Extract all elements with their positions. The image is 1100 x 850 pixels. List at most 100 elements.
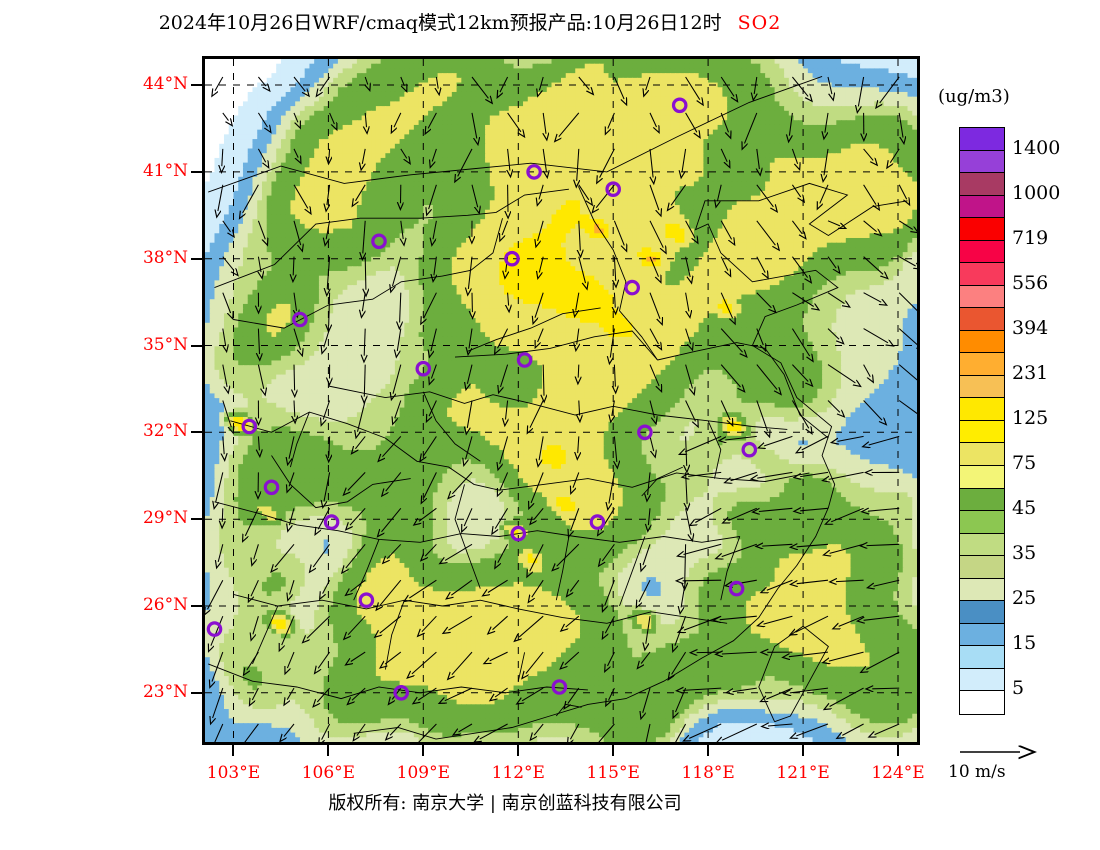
lon-tick-mark	[612, 745, 615, 756]
colorbar-value-label: 125	[1012, 407, 1048, 429]
colorbar-cell[interactable]	[960, 488, 1004, 512]
colorbar-cell[interactable]	[960, 420, 1004, 444]
lon-tick-label: 115°E	[573, 763, 653, 783]
city-marker[interactable]	[741, 441, 758, 458]
colorbar-cell[interactable]	[960, 601, 1004, 624]
colorbar-cell[interactable]	[960, 195, 1004, 219]
colorbar-cell[interactable]	[960, 128, 1004, 151]
lat-tick-label: 35°N	[110, 335, 188, 355]
colorbar-cell[interactable]	[960, 330, 1004, 354]
city-marker-group[interactable]	[206, 97, 758, 701]
lon-tick-mark	[327, 745, 330, 756]
wind-scale-label: 10 m/s	[948, 762, 1006, 782]
colorbar-cell[interactable]	[960, 646, 1004, 669]
city-marker[interactable]	[292, 311, 308, 328]
city-marker[interactable]	[510, 525, 527, 542]
lon-tick-mark	[517, 745, 520, 756]
city-marker[interactable]	[637, 424, 653, 441]
colorbar-cell[interactable]	[960, 465, 1004, 489]
colorbar-value-label: 25	[1012, 587, 1036, 609]
lon-tick-label: 103°E	[193, 763, 273, 783]
colorbar-cell[interactable]	[960, 173, 1004, 196]
lon-tick-mark	[802, 745, 805, 756]
city-marker[interactable]	[358, 592, 375, 608]
colorbar-value-label: 75	[1012, 452, 1036, 474]
colorbar-value-label: 556	[1012, 272, 1048, 294]
colorbar-unit-label: (ug/m3)	[938, 86, 1010, 107]
concentration-field	[205, 59, 917, 742]
colorbar-cell[interactable]	[960, 150, 1004, 174]
colorbar-cell[interactable]	[960, 533, 1004, 557]
lon-tick-label: 109°E	[383, 763, 463, 783]
colorbar-cell[interactable]	[960, 623, 1004, 647]
colorbar-cell[interactable]	[960, 285, 1004, 309]
lon-tick-mark	[897, 745, 899, 756]
lat-tick-mark	[191, 518, 202, 521]
colorbar-value-label: 1400	[1012, 137, 1060, 159]
title-species-label: SO2	[738, 12, 782, 34]
city-marker[interactable]	[206, 621, 223, 637]
colorbar-cell[interactable]	[960, 668, 1004, 692]
city-marker[interactable]	[241, 418, 258, 435]
colorbar-cell[interactable]	[960, 240, 1004, 264]
city-marker[interactable]	[371, 233, 387, 250]
lat-tick-label: 26°N	[110, 595, 188, 615]
lon-tick-mark	[422, 745, 425, 756]
colorbar-cell[interactable]	[960, 308, 1004, 331]
city-marker[interactable]	[516, 352, 533, 368]
city-marker[interactable]	[671, 97, 688, 114]
city-marker[interactable]	[263, 479, 280, 496]
colorbar-cell[interactable]	[960, 691, 1004, 714]
colorbar-cell[interactable]	[960, 263, 1004, 286]
lat-tick-mark	[191, 84, 202, 87]
lat-tick-label: 38°N	[110, 248, 188, 268]
colorbar-cell[interactable]	[960, 443, 1004, 466]
lat-tick-label: 32°N	[110, 421, 188, 441]
lon-tick-label: 124°E	[858, 763, 938, 783]
lon-tick-label: 118°E	[668, 763, 748, 783]
colorbar-value-label: 15	[1012, 632, 1036, 654]
lon-tick-label: 106°E	[288, 763, 368, 783]
city-marker[interactable]	[323, 514, 340, 530]
colorbar-value-label: 231	[1012, 362, 1048, 384]
colorbar-value-label: 35	[1012, 542, 1036, 564]
colorbar-cell[interactable]	[960, 218, 1004, 241]
lon-tick-mark	[232, 745, 235, 756]
map-plot-area[interactable]	[202, 56, 920, 745]
colorbar-cell[interactable]	[960, 375, 1004, 399]
city-marker[interactable]	[415, 360, 432, 377]
wind-vector-field	[208, 76, 917, 742]
city-marker[interactable]	[393, 684, 409, 701]
lat-tick-label: 44°N	[110, 74, 188, 94]
city-marker[interactable]	[728, 580, 745, 597]
map-canvas	[205, 59, 917, 742]
colorbar-cell[interactable]	[960, 353, 1004, 376]
colorbar-cell[interactable]	[960, 398, 1004, 421]
city-marker[interactable]	[589, 514, 606, 530]
city-marker[interactable]	[551, 679, 568, 695]
colorbar-value-label: 719	[1012, 227, 1048, 249]
lon-tick-mark	[707, 745, 710, 756]
lat-tick-label: 29°N	[110, 508, 188, 528]
colorbar-scale[interactable]	[959, 127, 1005, 715]
page-title: 2024年10月26日WRF/cmaq模式12km预报产品:10月26日12时 S…	[0, 8, 940, 35]
colorbar-cell[interactable]	[960, 556, 1004, 579]
city-marker[interactable]	[526, 164, 542, 180]
city-marker[interactable]	[624, 279, 640, 296]
colorbar-cell[interactable]	[960, 511, 1004, 534]
colorbar-cell[interactable]	[960, 578, 1004, 602]
lat-tick-mark	[191, 344, 202, 347]
colorbar-value-label: 45	[1012, 497, 1036, 519]
lat-tick-mark	[191, 257, 202, 260]
lat-tick-mark	[191, 170, 202, 173]
lat-tick-label: 23°N	[110, 682, 188, 702]
lon-tick-label: 121°E	[763, 763, 843, 783]
wind-scale-arrow-icon	[960, 742, 1088, 766]
city-marker[interactable]	[504, 250, 520, 267]
lat-tick-mark	[191, 604, 202, 607]
lat-tick-mark	[191, 691, 202, 694]
city-marker[interactable]	[605, 181, 621, 197]
lat-tick-mark	[191, 431, 202, 434]
title-main-text: 2024年10月26日WRF/cmaq模式12km预报产品:10月26日12时	[159, 12, 722, 34]
